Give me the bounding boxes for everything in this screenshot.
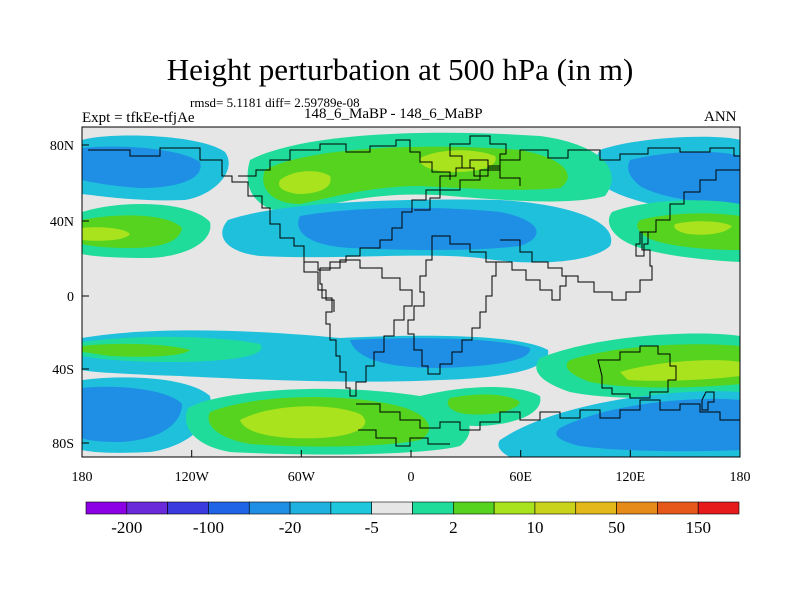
coast-greenland (449, 135, 507, 177)
south-polar-band (82, 377, 740, 457)
colorbar-swatch (167, 501, 209, 515)
north-positive-band (247, 132, 612, 213)
lon-tick-marks (81, 450, 741, 457)
colorbar-label: -200 (111, 518, 142, 537)
coast-asia-south (500, 169, 740, 301)
coast-north-america (88, 147, 521, 271)
coast-europe-asia (414, 147, 740, 211)
colorbar-swatch (85, 501, 128, 515)
coast-south-america (319, 259, 413, 397)
colorbar-label: 2 (449, 518, 458, 537)
lon-tick-label: 0 (408, 470, 415, 485)
colorbar-label: 10 (526, 518, 543, 537)
lon-tick-label: 180 (730, 470, 751, 485)
colorbar-swatch (248, 501, 291, 515)
south-midlat-band (82, 330, 740, 399)
season-label: ANN (704, 109, 737, 125)
colorbar-swatch (371, 501, 413, 515)
colorbar-swatch (534, 501, 577, 515)
colorbar-swatch (453, 501, 495, 515)
coast-antarctica (356, 399, 740, 431)
colorbar-label: 50 (608, 518, 625, 537)
coast-australia (597, 345, 677, 399)
lon-tick-label: 60W (288, 470, 316, 485)
coast-africa (407, 235, 497, 375)
colorbar: -200 -100 -20 -5 2 10 50 150 (85, 501, 740, 537)
colorbar-swatch (289, 501, 332, 515)
period-label: 148_6_MaBP - 148_6_MaBP (304, 106, 483, 122)
plot-title: Height perturbation at 500 hPa (in m) (166, 52, 634, 87)
colorbar-label: -20 (279, 518, 302, 537)
colorbar-label: -5 (365, 518, 379, 537)
lon-tick-labels: 180 120W 60W 0 60E 120E 180 (72, 470, 751, 485)
lon-tick-label: 120E (616, 470, 646, 485)
colorbar-swatch (575, 501, 617, 515)
coast-arctic-islands (238, 139, 451, 180)
north-midlat-band (82, 199, 740, 263)
lat-tick-labels: 80N 40N 0 40S 80S (50, 139, 74, 452)
lat-tick-marks (82, 144, 89, 444)
stats-label: rmsd= 5.1181 diff= 2.59789e-08 (190, 95, 360, 110)
colorbar-swatch (697, 501, 740, 515)
experiment-label: Expt = tfkEe-tfjAe (82, 110, 195, 126)
colorbar-label: -100 (193, 518, 224, 537)
lat-tick-label: 40S (52, 363, 74, 378)
colorbar-swatch (126, 501, 168, 515)
colorbar-swatch (493, 501, 536, 515)
coast-arabia-india (496, 261, 567, 301)
coast-japan (635, 231, 649, 257)
colorbar-swatch (330, 501, 372, 515)
map-panel (82, 127, 740, 457)
lat-tick-label: 80S (52, 437, 74, 452)
lon-tick-label: 180 (72, 470, 93, 485)
colorbar-swatch (657, 501, 699, 515)
coast-new-zealand (701, 391, 715, 411)
lon-tick-label: 60E (509, 470, 532, 485)
lat-tick-label: 80N (50, 139, 74, 154)
lat-tick-label: 40N (50, 215, 74, 230)
lat-tick-label: 0 (67, 290, 74, 305)
north-polar-cell (82, 135, 740, 218)
lon-tick-label: 120W (175, 470, 210, 485)
colorbar-swatch (616, 501, 658, 515)
coast-antarctic-peninsula (358, 429, 450, 447)
coastlines (88, 135, 740, 447)
colorbar-swatch (412, 501, 454, 515)
colorbar-label: 150 (685, 518, 711, 537)
colorbar-swatch (208, 501, 250, 515)
